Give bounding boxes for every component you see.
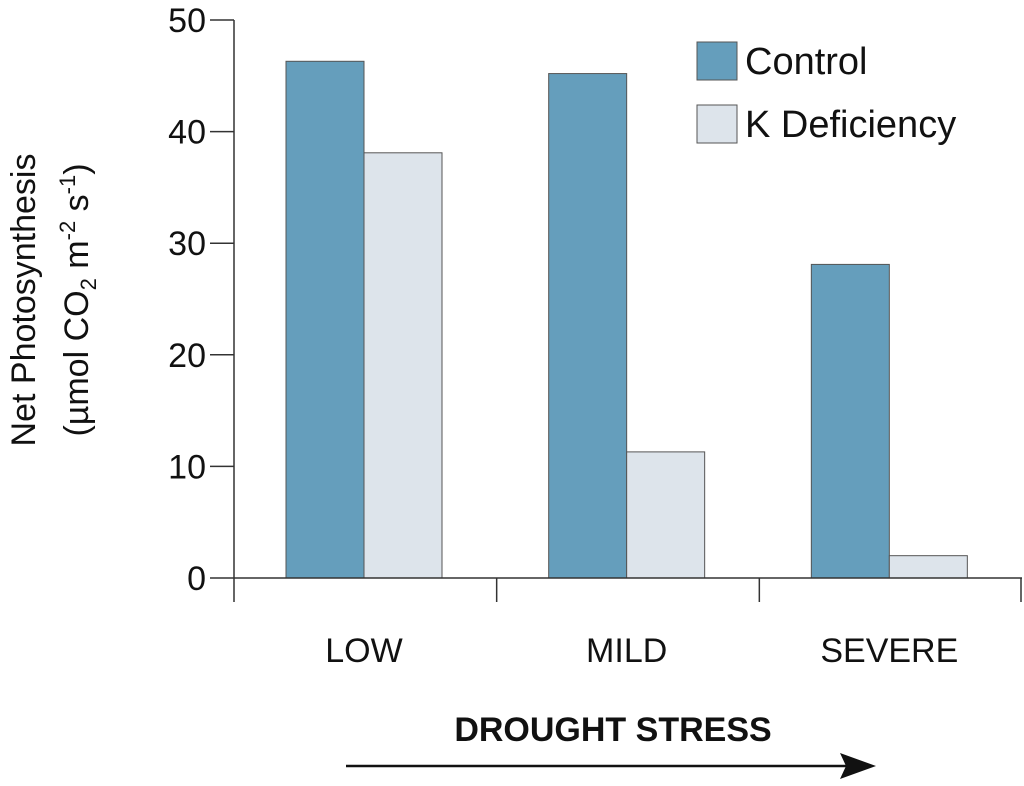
x-category-label-severe: SEVERE xyxy=(820,632,958,670)
axes-group xyxy=(233,20,1022,602)
x-categories-group: LOW MILD SEVERE xyxy=(325,632,958,670)
bar-control-severe xyxy=(810,263,890,579)
y-tick-label: 40 xyxy=(168,114,206,152)
bar-k-deficiency-severe xyxy=(888,555,968,579)
bars-group xyxy=(285,60,968,579)
y-title-open: (µmol CO xyxy=(58,290,96,436)
legend-label-k-deficiency: K Deficiency xyxy=(745,104,956,146)
y-title-sup1: -2 xyxy=(55,221,80,241)
x-category-label-low: LOW xyxy=(325,632,402,670)
x-axis-arrow-head xyxy=(840,753,876,779)
bar-control-mild xyxy=(548,73,628,579)
y-title-sup2: -1 xyxy=(55,175,80,195)
y-title-mid: m xyxy=(58,240,96,278)
y-axis-title-line1: Net Photosynthesis xyxy=(5,154,43,447)
y-tick-label: 30 xyxy=(168,225,206,263)
y-tick-label: 10 xyxy=(168,448,206,486)
y-tick-label: 20 xyxy=(168,337,206,375)
x-axis-title: DROUGHT STRESS xyxy=(454,711,771,749)
y-title-close: ) xyxy=(58,163,96,174)
y-title-sub: 2 xyxy=(76,278,101,290)
legend-swatch-control xyxy=(696,41,738,81)
y-ticks-group: 0 10 20 30 40 50 xyxy=(168,2,234,598)
bar-k-deficiency-low xyxy=(363,152,443,579)
y-tick-label: 0 xyxy=(187,560,206,598)
legend: Control K Deficiency xyxy=(696,41,956,146)
x-category-label-mild: MILD xyxy=(586,632,667,670)
legend-label-control: Control xyxy=(745,41,868,83)
y-tick-label: 50 xyxy=(168,2,206,40)
bar-k-deficiency-mild xyxy=(626,451,706,579)
legend-swatch-k-deficiency xyxy=(696,104,738,144)
y-axis-title-line2: (µmol CO2 m-2 s-1) xyxy=(55,163,101,436)
bar-control-low xyxy=(285,60,365,579)
y-title-mid2: s xyxy=(58,194,96,220)
